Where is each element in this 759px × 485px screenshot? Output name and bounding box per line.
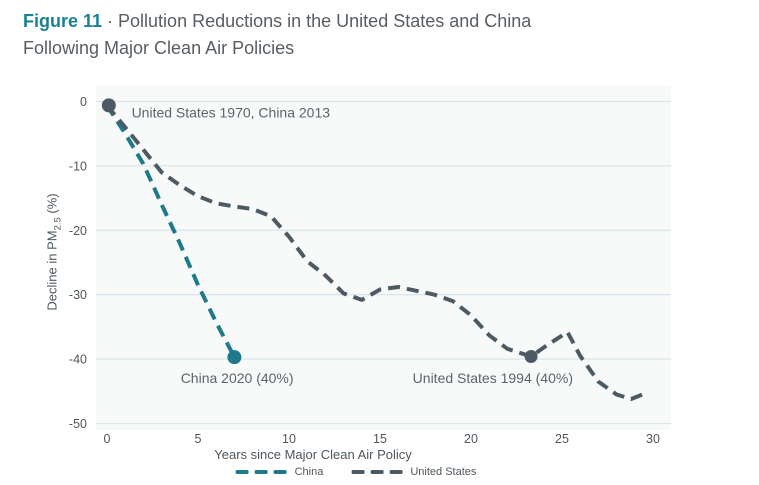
x-tick-15: 15 (373, 432, 387, 446)
plot-background (96, 86, 671, 430)
y-axis-title: Decline in PM2.5 (%) (45, 193, 64, 310)
markers (101, 98, 538, 365)
figure-label: Figure 11 (23, 11, 103, 31)
china-dash-swatch (235, 470, 287, 474)
legend-label-united-states: United States (410, 466, 477, 478)
y-tick--50: -50 (69, 417, 87, 431)
us-1994-marker (524, 350, 538, 364)
figure-title-first-line: Figure 11 · Pollution Reductions in the Un… (23, 8, 531, 35)
figure-title: Figure 11 · Pollution Reductions in the Un… (23, 8, 531, 62)
y-axis-title-text: Decline in PM (44, 230, 60, 311)
x-axis-title: Years since Major Clean Air Policy (214, 447, 412, 462)
y-tick--30: -30 (69, 288, 87, 302)
x-tick-5: 5 (195, 432, 202, 446)
x-tick-30: 30 (646, 432, 660, 446)
figure-title-line1: Pollution Reductions in the United State… (118, 11, 532, 31)
x-tick-20: 20 (464, 432, 478, 446)
y-tick--40: -40 (69, 353, 87, 367)
start-annotation: United States 1970, China 2013 (132, 104, 331, 120)
figure-title-line2: Following Major Clean Air Policies (23, 38, 295, 58)
legend-item-united-states: United States (351, 466, 476, 478)
china-2020-annotation: China 2020 (40%) (181, 370, 294, 386)
us-1994-annotation: United States 1994 (40%) (413, 370, 573, 386)
x-tick-0: 0 (104, 432, 111, 446)
series-lines (105, 104, 645, 401)
x-tick-25: 25 (555, 432, 569, 446)
legend: China United States (235, 466, 476, 478)
y-axis-title-unit: (%) (44, 193, 60, 218)
y-tick--20: -20 (69, 224, 87, 238)
legend-label-china: China (294, 466, 324, 478)
series-line-united-states (105, 104, 645, 401)
united-states-dash-swatch (351, 470, 403, 474)
y-tick--10: -10 (69, 159, 87, 173)
x-tick-10: 10 (282, 432, 296, 446)
china-2020-marker (227, 350, 242, 365)
start-marker (101, 98, 116, 113)
y-tick-labels: 0 -10 -20 -30 -40 -50 (69, 95, 87, 431)
series-line-china (105, 104, 237, 359)
gridlines (96, 100, 671, 425)
figure-separator: · (107, 11, 114, 31)
y-tick-0: 0 (80, 95, 87, 109)
legend-item-china: China (235, 466, 324, 478)
y-axis-title-subscript: 2.5 (52, 217, 64, 231)
annotations: United States 1970, China 2013 China 2020… (132, 104, 573, 385)
x-tick-labels: 0 5 10 15 20 25 30 (104, 432, 660, 446)
